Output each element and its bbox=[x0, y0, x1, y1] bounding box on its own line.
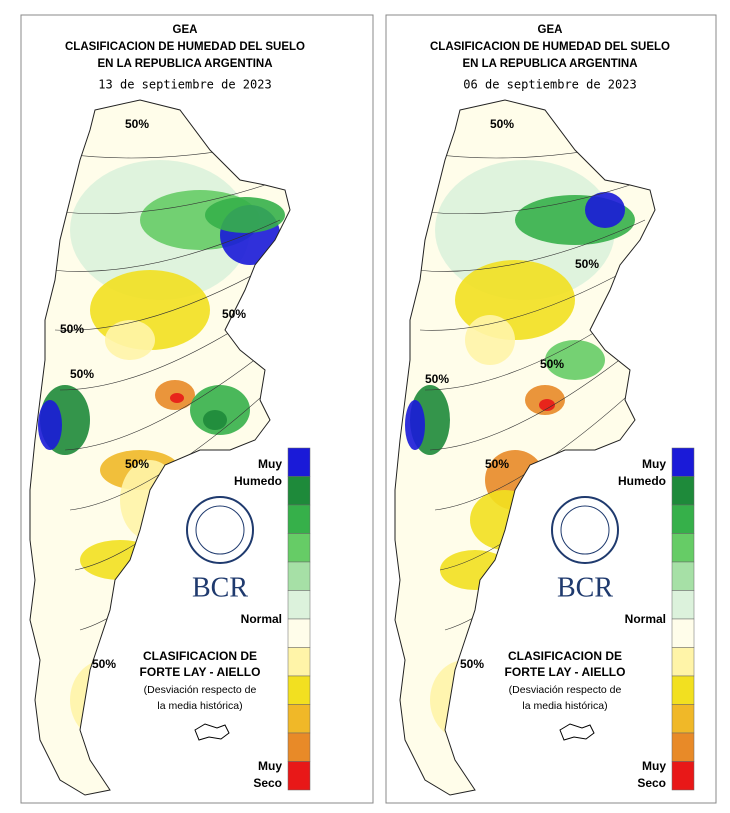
legend-swatch bbox=[287, 675, 311, 705]
logo-text: BCR bbox=[192, 572, 248, 603]
legend-swatch bbox=[671, 704, 695, 734]
legend-middle-label: Normal bbox=[625, 612, 666, 626]
method-note: (Desviación respecto de bbox=[509, 684, 622, 696]
legend-swatch bbox=[671, 675, 695, 705]
legend-swatch bbox=[287, 590, 311, 620]
legend-swatch bbox=[287, 476, 311, 506]
contour-label: 50% bbox=[575, 257, 599, 271]
province-border bbox=[409, 179, 646, 215]
map-area bbox=[395, 100, 655, 795]
contour-label: 50% bbox=[125, 117, 149, 131]
province-border bbox=[429, 339, 646, 451]
contour-label: 50% bbox=[92, 657, 116, 671]
legend-bottom-label: Muy bbox=[642, 759, 666, 773]
legend-swatch bbox=[671, 618, 695, 648]
moisture-zone bbox=[440, 550, 510, 590]
legend-swatch bbox=[287, 704, 311, 734]
legend-bottom-label: Seco bbox=[637, 776, 666, 790]
moisture-zone bbox=[105, 320, 155, 360]
panel-date: 13 de septiembre de 2023 bbox=[98, 78, 271, 92]
map-panel: GEA CLASIFICACION DE HUMEDAD DEL SUELO EN … bbox=[20, 14, 374, 804]
logo-text: BCR bbox=[557, 572, 613, 603]
legend-swatch bbox=[287, 504, 311, 534]
islands bbox=[194, 723, 230, 741]
logo-seal bbox=[186, 496, 254, 564]
panel-subtitle: CLASIFICACION DE HUMEDAD DEL SUELO bbox=[430, 41, 670, 53]
moisture-zone bbox=[205, 197, 285, 233]
legend-swatch bbox=[671, 590, 695, 620]
contour-label: 50% bbox=[125, 457, 149, 471]
panel-border bbox=[20, 14, 374, 804]
panel-title: GEA bbox=[173, 24, 198, 36]
logo-seal-inner bbox=[195, 505, 245, 555]
contour-label: 50% bbox=[70, 367, 94, 381]
contour-label: 50% bbox=[222, 307, 246, 321]
contour-label: 50% bbox=[460, 657, 484, 671]
islands bbox=[559, 723, 595, 741]
method-label: FORTE LAY - AIELLO bbox=[505, 665, 626, 679]
method-label: CLASIFICACION DE bbox=[143, 649, 257, 663]
method-label: CLASIFICACION DE bbox=[508, 649, 622, 663]
legend-top-label: Humedo bbox=[618, 474, 666, 488]
province-border bbox=[414, 219, 646, 272]
panel-title: GEA bbox=[538, 24, 563, 36]
legend-top-label: Humedo bbox=[234, 474, 282, 488]
contour-label: 50% bbox=[485, 457, 509, 471]
legend-swatch bbox=[671, 504, 695, 534]
contour-label: 50% bbox=[60, 322, 84, 336]
legend-swatch bbox=[287, 647, 311, 677]
legend-middle-label: Normal bbox=[241, 612, 282, 626]
legend-swatch bbox=[287, 761, 311, 791]
logo-seal bbox=[551, 496, 619, 564]
legend-swatch bbox=[671, 561, 695, 591]
moisture-zone bbox=[405, 400, 425, 450]
legend-top-label: Muy bbox=[258, 457, 282, 471]
map-panel: GEA CLASIFICACION DE HUMEDAD DEL SUELO EN … bbox=[385, 14, 717, 804]
map-area bbox=[30, 100, 290, 795]
legend-swatch bbox=[671, 476, 695, 506]
contour-label: 50% bbox=[425, 372, 449, 386]
legend-top-label: Muy bbox=[642, 457, 666, 471]
moisture-zone bbox=[203, 410, 227, 430]
moisture-zone bbox=[470, 490, 540, 550]
moisture-zone bbox=[170, 393, 184, 403]
province-border bbox=[54, 259, 281, 331]
legend-swatch bbox=[671, 647, 695, 677]
legend-bottom-label: Seco bbox=[253, 776, 282, 790]
legend-swatch bbox=[287, 561, 311, 591]
method-note: la media histórica) bbox=[522, 700, 607, 712]
province-border bbox=[64, 339, 281, 451]
panel-date: 06 de septiembre de 2023 bbox=[463, 78, 636, 92]
method-note: (Desviación respecto de bbox=[144, 684, 257, 696]
legend-swatch bbox=[671, 447, 695, 477]
legend-swatch bbox=[671, 533, 695, 563]
moisture-zone bbox=[585, 192, 625, 228]
moisture-zone bbox=[120, 460, 180, 540]
moisture-zone bbox=[38, 400, 62, 450]
legend-bottom-label: Muy bbox=[258, 759, 282, 773]
moisture-zone bbox=[545, 340, 605, 380]
panel-subtitle: CLASIFICACION DE HUMEDAD DEL SUELO bbox=[65, 41, 305, 53]
legend-swatch bbox=[287, 533, 311, 563]
panel-subtitle: EN LA REPUBLICA ARGENTINA bbox=[462, 58, 637, 70]
logo-seal-inner bbox=[560, 505, 610, 555]
contour-label: 50% bbox=[540, 357, 564, 371]
panel-subtitle: EN LA REPUBLICA ARGENTINA bbox=[97, 58, 272, 70]
province-border bbox=[44, 179, 281, 215]
province-border bbox=[49, 219, 281, 272]
legend-swatch bbox=[671, 761, 695, 791]
moisture-zone bbox=[465, 315, 515, 365]
method-label: FORTE LAY - AIELLO bbox=[140, 665, 261, 679]
legend-swatch bbox=[287, 447, 311, 477]
moisture-zone bbox=[539, 399, 555, 411]
contour-label: 50% bbox=[490, 117, 514, 131]
legend-swatch bbox=[287, 618, 311, 648]
legend-swatch bbox=[287, 732, 311, 762]
province-border bbox=[419, 259, 646, 331]
legend-swatch bbox=[671, 732, 695, 762]
panel-border bbox=[385, 14, 717, 804]
moisture-zone bbox=[430, 660, 500, 740]
method-note: la media histórica) bbox=[157, 700, 242, 712]
